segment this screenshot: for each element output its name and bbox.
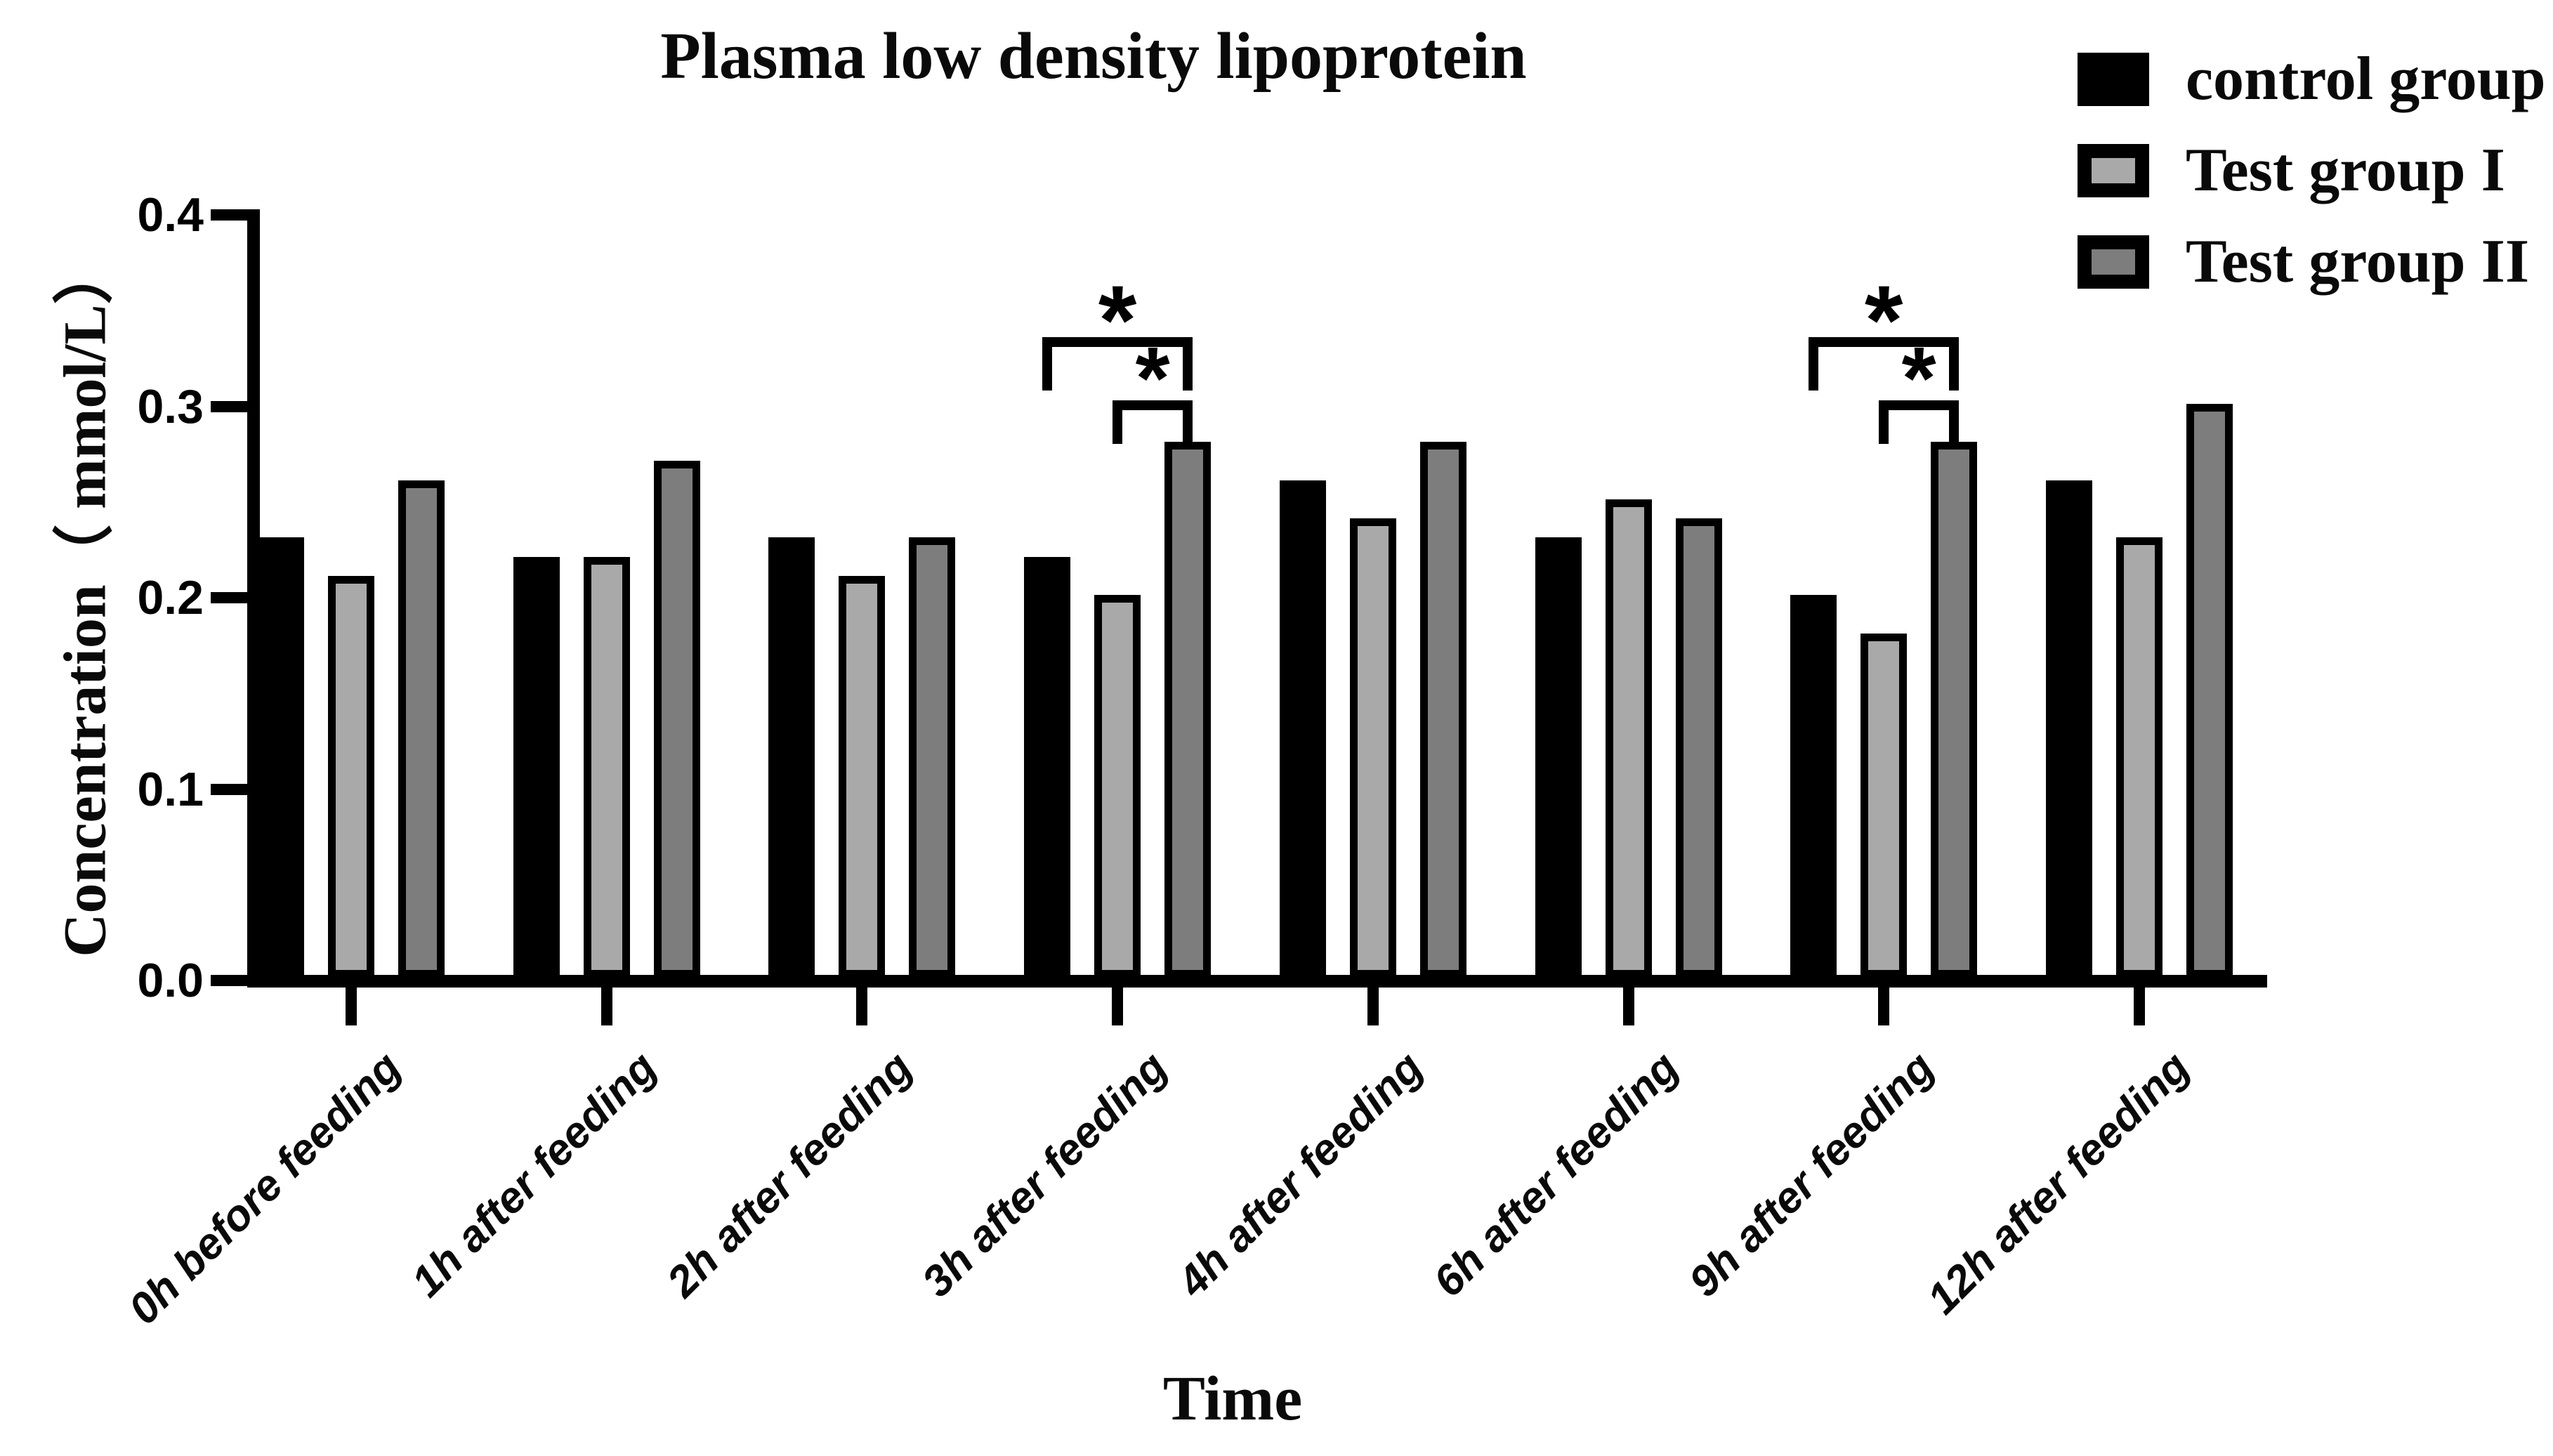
y-tick-label: 0.0 xyxy=(137,954,204,1007)
bar-Test-group-I-9h xyxy=(1860,633,1908,978)
bar-Test-group-I-4h xyxy=(1349,518,1396,978)
legend-label: Test group II xyxy=(2186,228,2530,296)
bar-Test-group-I-12h xyxy=(2115,537,2162,978)
y-tick-label: 0.2 xyxy=(137,571,204,624)
y-tick-label: 0.3 xyxy=(137,379,204,433)
bar-Test-group-I-0h xyxy=(328,575,374,978)
significance-asterisk: * xyxy=(1864,265,1903,375)
y-tick xyxy=(211,400,247,412)
x-tick-label: 2h after feeding xyxy=(657,1042,921,1306)
legend-item-control-group: control group xyxy=(2078,44,2546,114)
bar-Test-group-II-1h xyxy=(653,461,700,978)
legend-swatch-test-group-2 xyxy=(2078,235,2149,289)
x-tick-label: 3h after feeding xyxy=(913,1042,1177,1306)
bar-control-group-4h xyxy=(1279,480,1326,978)
bar-control-group-3h xyxy=(1024,556,1071,978)
bar-control-group-1h xyxy=(513,556,560,978)
x-tick-label: 12h after feeding xyxy=(1917,1042,2199,1324)
x-tick-label: 9h after feeding xyxy=(1679,1042,1943,1306)
significance-bracket xyxy=(1042,337,1193,391)
bar-Test-group-II-3h xyxy=(1164,442,1212,978)
bar-Test-group-I-2h xyxy=(839,575,886,978)
legend-label: control group xyxy=(2186,45,2546,113)
bar-Test-group-II-2h xyxy=(909,537,956,978)
bar-control-group-6h xyxy=(1535,537,1582,978)
x-tick xyxy=(1878,986,1890,1025)
x-tick xyxy=(600,986,612,1025)
significance-bracket xyxy=(1879,400,1960,444)
significance-bracket xyxy=(1809,337,1960,391)
bar-Test-group-II-9h xyxy=(1931,442,1978,978)
y-tick-label: 0.1 xyxy=(137,762,204,816)
y-tick xyxy=(211,975,247,986)
x-tick xyxy=(856,986,868,1025)
bar-Test-group-II-0h xyxy=(398,480,445,978)
x-tick xyxy=(2133,986,2145,1025)
significance-asterisk: * xyxy=(1135,329,1170,428)
x-axis-line xyxy=(247,975,2267,988)
x-axis-title: Time xyxy=(1162,1364,1303,1434)
bar-Test-group-I-3h xyxy=(1094,595,1141,978)
bar-Test-group-I-6h xyxy=(1605,499,1652,978)
legend-item-test-group-2: Test group II xyxy=(2078,226,2529,297)
bar-Test-group-II-12h xyxy=(2186,403,2233,978)
legend-swatch-test-group-1 xyxy=(2078,143,2149,197)
significance-asterisk: * xyxy=(1901,329,1936,428)
significance-bracket xyxy=(1113,400,1193,444)
bar-Test-group-I-1h xyxy=(583,556,630,978)
bar-control-group-12h xyxy=(2045,480,2092,978)
x-tick xyxy=(1367,986,1379,1025)
legend-item-test-group-1: Test group I xyxy=(2078,135,2505,206)
x-tick-label: 4h after feeding xyxy=(1169,1042,1433,1306)
x-tick-label: 6h after feeding xyxy=(1424,1042,1688,1306)
x-tick-label: 0h before feeding xyxy=(119,1042,411,1334)
y-tick xyxy=(211,783,247,795)
x-tick xyxy=(1622,986,1634,1025)
x-tick xyxy=(346,986,357,1025)
bar-control-group-2h xyxy=(768,537,815,978)
bar-control-group-0h xyxy=(258,537,304,978)
x-tick-label: 1h after feeding xyxy=(402,1042,667,1306)
legend-swatch-control-group xyxy=(2078,52,2149,106)
y-tick-label: 0.4 xyxy=(137,188,204,242)
bar-Test-group-II-4h xyxy=(1419,442,1466,978)
bar-Test-group-II-6h xyxy=(1675,518,1722,978)
y-tick xyxy=(211,209,247,221)
y-axis-line xyxy=(247,209,260,988)
chart-title: Plasma low density lipoprotein xyxy=(660,20,1527,93)
y-tick xyxy=(211,592,247,603)
legend-label: Test group I xyxy=(2186,136,2505,204)
x-tick xyxy=(1112,986,1124,1025)
significance-asterisk: * xyxy=(1098,265,1137,375)
bar-control-group-9h xyxy=(1790,595,1837,978)
